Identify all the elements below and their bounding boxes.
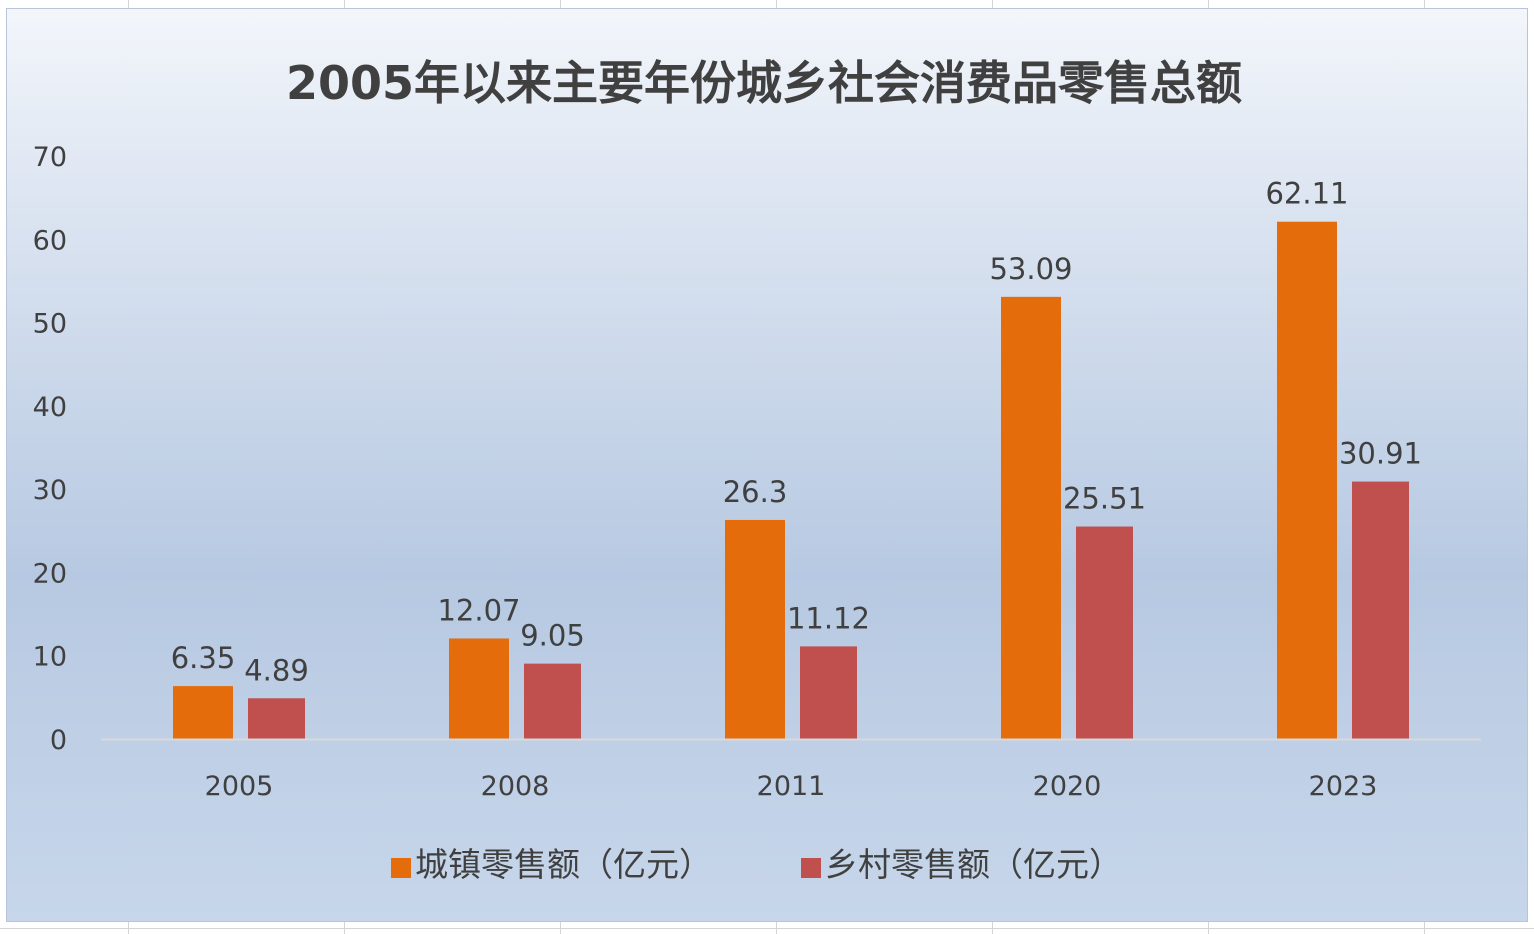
y-tick-label: 10 [33, 642, 67, 673]
y-tick-label: 60 [33, 225, 67, 256]
legend-swatch [391, 858, 411, 878]
data-label: 9.05 [520, 619, 585, 653]
chart-title[interactable]: 2005年以来主要年份城乡社会消费品零售总额 [286, 56, 1242, 110]
x-tick-label: 2020 [1033, 771, 1102, 802]
legend-entry-label[interactable]: 城镇零售额（亿元） [415, 845, 712, 884]
data-label: 11.12 [787, 601, 870, 635]
y-tick-label: 0 [50, 725, 67, 756]
urban-bar-2020[interactable] [1001, 296, 1061, 739]
rural-bar-2008[interactable] [524, 663, 581, 739]
legend[interactable]: 城镇零售额（亿元） 乡村零售额（亿元） [391, 845, 1122, 884]
legend-entry-label[interactable]: 乡村零售额（亿元） [825, 845, 1122, 884]
urban-bar-2008[interactable] [449, 638, 509, 739]
data-label: 26.3 [723, 475, 788, 509]
data-label: 25.51 [1063, 482, 1146, 516]
data-label: 62.11 [1265, 177, 1348, 211]
urban-bar-2005[interactable] [173, 686, 233, 739]
data-label: 6.35 [171, 641, 236, 675]
x-tick-label: 2023 [1309, 771, 1378, 802]
y-tick-label: 70 [33, 142, 67, 173]
rural-bar-2020[interactable] [1076, 526, 1133, 739]
legend-swatch [801, 858, 821, 878]
y-tick-label: 50 [33, 309, 67, 340]
x-tick-label: 2011 [757, 771, 826, 802]
data-label: 30.91 [1339, 437, 1422, 471]
y-tick-label: 40 [33, 392, 67, 423]
x-tick-label: 2008 [481, 771, 550, 802]
y-tick-label: 30 [33, 475, 67, 506]
y-tick-label: 20 [33, 558, 67, 589]
rural-bar-2011[interactable] [800, 646, 857, 739]
y-axis: 0 10 20 30 40 50 60 70 [33, 142, 67, 756]
data-label: 12.07 [437, 593, 520, 627]
sheet-gridline [0, 928, 1534, 929]
x-axis: 2005 2008 2011 2020 2023 [101, 738, 1481, 802]
bar-chart: 2005年以来主要年份城乡社会消费品零售总额 0 10 20 30 40 50 60 70 6… [33, 56, 1481, 884]
x-tick-label: 2005 [205, 771, 274, 802]
data-label: 53.09 [989, 252, 1072, 286]
plot-area: 6.35 4.89 12.079.05 26.3 11.12 53.09 25.51 62.1… [171, 177, 1422, 740]
chart-area[interactable]: 2005年以来主要年份城乡社会消费品零售总额 0 10 20 30 40 50 60 70 6… [6, 8, 1528, 922]
data-label: 4.89 [244, 653, 309, 687]
urban-bar-2011[interactable] [725, 519, 785, 739]
rural-bar-2005[interactable] [248, 698, 305, 739]
rural-bar-2023[interactable] [1352, 481, 1409, 739]
urban-bar-2023[interactable] [1277, 221, 1337, 740]
